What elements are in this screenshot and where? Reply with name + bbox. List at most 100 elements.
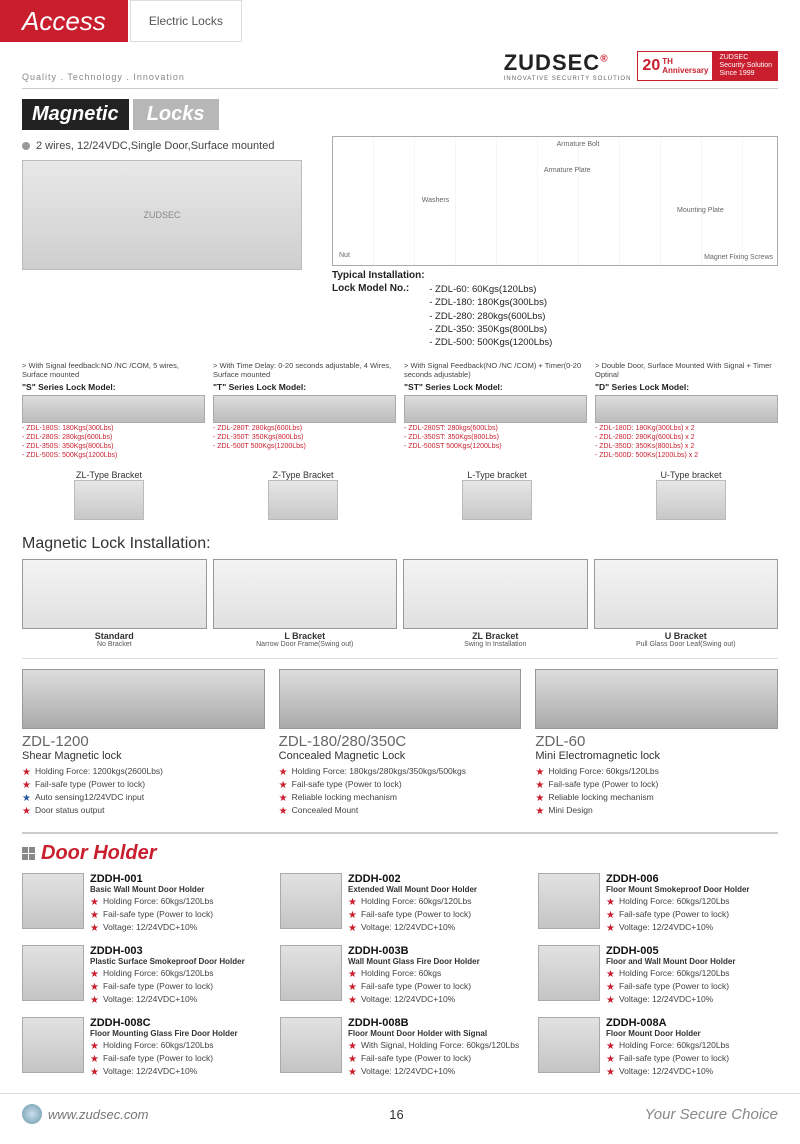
series-column: > With Signal Feedback(NO /NC /COM) + Ti… bbox=[404, 361, 587, 460]
dh-feature: ★Voltage: 12/24VDC+10% bbox=[348, 1066, 520, 1079]
door-holder-image bbox=[280, 873, 342, 929]
product-row: ZDL-1200 Shear Magnetic lock★Holding For… bbox=[22, 658, 778, 818]
model-no-label: Lock Model No.: bbox=[332, 283, 409, 349]
dh-code: ZDDH-008C bbox=[90, 1017, 262, 1029]
install-label-2: Narrow Door Frame(Swing out) bbox=[213, 641, 398, 648]
star-icon: ★ bbox=[279, 805, 288, 818]
dh-feature: ★With Signal, Holding Force: 60kgs/120Lb… bbox=[348, 1040, 520, 1053]
star-icon: ★ bbox=[348, 1066, 357, 1079]
series-title: "S" Series Lock Model: bbox=[22, 382, 205, 392]
series-item: - ZDL-500ST 500Kgs(1200Lbs) bbox=[404, 443, 587, 452]
model-item: - ZDL-60: 60Kgs(120Lbs) bbox=[429, 283, 552, 296]
star-icon: ★ bbox=[348, 1053, 357, 1066]
install-title: Magnetic Lock Installation: bbox=[22, 535, 778, 553]
bracket-image bbox=[656, 480, 726, 520]
dh-feature: ★Holding Force: 60kgs/120Lbs bbox=[606, 1040, 778, 1053]
series-item: - ZDL-350D: 350Ks(800Lbs) x 2 bbox=[595, 443, 778, 452]
dh-feature: ★Voltage: 12/24VDC+10% bbox=[606, 1066, 778, 1079]
grid-icon bbox=[22, 847, 35, 860]
star-icon: ★ bbox=[606, 896, 615, 909]
dh-feature: ★Voltage: 12/24VDC+10% bbox=[90, 922, 262, 935]
door-holder-image bbox=[280, 945, 342, 1001]
series-title: "D" Series Lock Model: bbox=[595, 382, 778, 392]
install-column: U Bracket Pull Glass Door Leaf(Swing out… bbox=[594, 559, 779, 648]
footer: www.zudsec.com 16 Your Secure Choice bbox=[0, 1093, 800, 1124]
series-desc: > With Signal Feedback(NO /NC /COM) + Ti… bbox=[404, 361, 587, 379]
bracket-row: ZL-Type BracketZ-Type BracketL-Type brac… bbox=[22, 470, 778, 523]
dh-code: ZDDH-005 bbox=[606, 945, 778, 957]
model-list: - ZDL-60: 60Kgs(120Lbs)- ZDL-180: 180Kgs… bbox=[429, 283, 552, 349]
install-column: L Bracket Narrow Door Frame(Swing out) bbox=[213, 559, 398, 648]
series-item: - ZDL-350T: 350Kgs(800Lbs) bbox=[213, 434, 396, 443]
banner-access: Access bbox=[0, 0, 128, 42]
dh-code: ZDDH-001 bbox=[90, 873, 262, 885]
star-icon: ★ bbox=[348, 922, 357, 935]
series-row: > With Signal feedback:NO /NC /COM, 5 wi… bbox=[22, 361, 778, 460]
star-icon: ★ bbox=[90, 981, 99, 994]
door-holder-cell: ZDDH-003B Wall Mount Glass Fire Door Hol… bbox=[280, 945, 520, 1007]
door-holder-image bbox=[538, 873, 600, 929]
series-column: > With Time Delay: 0-20 seconds adjustab… bbox=[213, 361, 396, 460]
dh-feature: ★Voltage: 12/24VDC+10% bbox=[348, 994, 520, 1007]
feature-line: ★Auto sensing12/24VDC input bbox=[22, 792, 265, 805]
install-label-2: Swing In Installation bbox=[403, 641, 588, 648]
feature-line: ★Holding Force: 60kgs/120Lbs bbox=[535, 766, 778, 779]
bracket-label: Z-Type Bracket bbox=[216, 470, 390, 480]
product-name: Mini Electromagnetic lock bbox=[535, 750, 778, 762]
star-icon: ★ bbox=[606, 1053, 615, 1066]
series-item: - ZDL-350S: 350Kgs(800Lbs) bbox=[22, 443, 205, 452]
door-holder-image bbox=[280, 1017, 342, 1073]
dh-feature: ★Voltage: 12/24VDC+10% bbox=[90, 1066, 262, 1079]
star-icon: ★ bbox=[90, 1040, 99, 1053]
tagline: Quality . Technology . Innovation bbox=[22, 72, 185, 82]
door-holder-grid: ZDDH-001 Basic Wall Mount Door Holder ★H… bbox=[22, 873, 778, 1079]
star-icon: ★ bbox=[90, 1053, 99, 1066]
install-label-1: Standard bbox=[22, 631, 207, 641]
series-item: - ZDL-280T: 280kgs(600Lbs) bbox=[213, 425, 396, 434]
star-icon: ★ bbox=[22, 792, 31, 805]
bracket-image bbox=[462, 480, 532, 520]
door-holder-image bbox=[22, 1017, 84, 1073]
dh-feature: ★Fail-safe type (Power to lock) bbox=[348, 909, 520, 922]
door-holder-cell: ZDDH-002 Extended Wall Mount Door Holder… bbox=[280, 873, 520, 935]
dh-code: ZDDH-008B bbox=[348, 1017, 520, 1029]
door-holder-image bbox=[538, 1017, 600, 1073]
feature-line: ★Holding Force: 1200kgs(2600Lbs) bbox=[22, 766, 265, 779]
star-icon: ★ bbox=[348, 968, 357, 981]
top-banner: Access Electric Locks bbox=[0, 0, 800, 42]
door-holder-image bbox=[22, 873, 84, 929]
feature-line: ★Fail-safe type (Power to lock) bbox=[22, 779, 265, 792]
star-icon: ★ bbox=[535, 792, 544, 805]
title-dark: Magnetic bbox=[22, 99, 129, 130]
title-grey: Locks bbox=[133, 99, 219, 130]
dh-feature: ★Fail-safe type (Power to lock) bbox=[348, 1053, 520, 1066]
feature-line: ★Fail-safe type (Power to lock) bbox=[279, 779, 522, 792]
product-column: ZDL-1200 Shear Magnetic lock★Holding For… bbox=[22, 669, 265, 818]
series-desc: > With Signal feedback:NO /NC /COM, 5 wi… bbox=[22, 361, 205, 379]
star-icon: ★ bbox=[22, 779, 31, 792]
product-code: ZDL-60 bbox=[535, 733, 778, 750]
dh-feature: ★Fail-safe type (Power to lock) bbox=[606, 909, 778, 922]
series-item: - ZDL-350ST: 350Kgs(800Lbs) bbox=[404, 434, 587, 443]
bracket-column: Z-Type Bracket bbox=[216, 470, 390, 523]
door-holder-title: Door Holder bbox=[41, 842, 157, 865]
door-holder-cell: ZDDH-006 Floor Mount Smokeproof Door Hol… bbox=[538, 873, 778, 935]
install-image bbox=[22, 559, 207, 629]
feature-line: ★Mini Design bbox=[535, 805, 778, 818]
bracket-image bbox=[268, 480, 338, 520]
dh-feature: ★Fail-safe type (Power to lock) bbox=[606, 1053, 778, 1066]
product-column: ZDL-60 Mini Electromagnetic lock ★Holding… bbox=[535, 669, 778, 818]
star-icon: ★ bbox=[535, 805, 544, 818]
series-image bbox=[595, 395, 778, 423]
dh-name: Plastic Surface Smokeproof Door Holder bbox=[90, 957, 262, 966]
spec-bullet: 2 wires, 12/24VDC,Single Door,Surface mo… bbox=[22, 140, 322, 152]
install-row: Standard No Bracket L Bracket Narrow Doo… bbox=[22, 559, 778, 648]
dh-feature: ★Fail-safe type (Power to lock) bbox=[90, 1053, 262, 1066]
door-holder-cell: ZDDH-005 Floor and Wall Mount Door Holde… bbox=[538, 945, 778, 1007]
door-holder-image bbox=[22, 945, 84, 1001]
star-icon: ★ bbox=[90, 896, 99, 909]
series-item: - ZDL-280ST: 280kgs(600Lbs) bbox=[404, 425, 587, 434]
footer-slogan: Your Secure Choice bbox=[645, 1106, 778, 1123]
star-icon: ★ bbox=[22, 805, 31, 818]
model-item: - ZDL-350: 350Kgs(800Lbs) bbox=[429, 323, 552, 336]
